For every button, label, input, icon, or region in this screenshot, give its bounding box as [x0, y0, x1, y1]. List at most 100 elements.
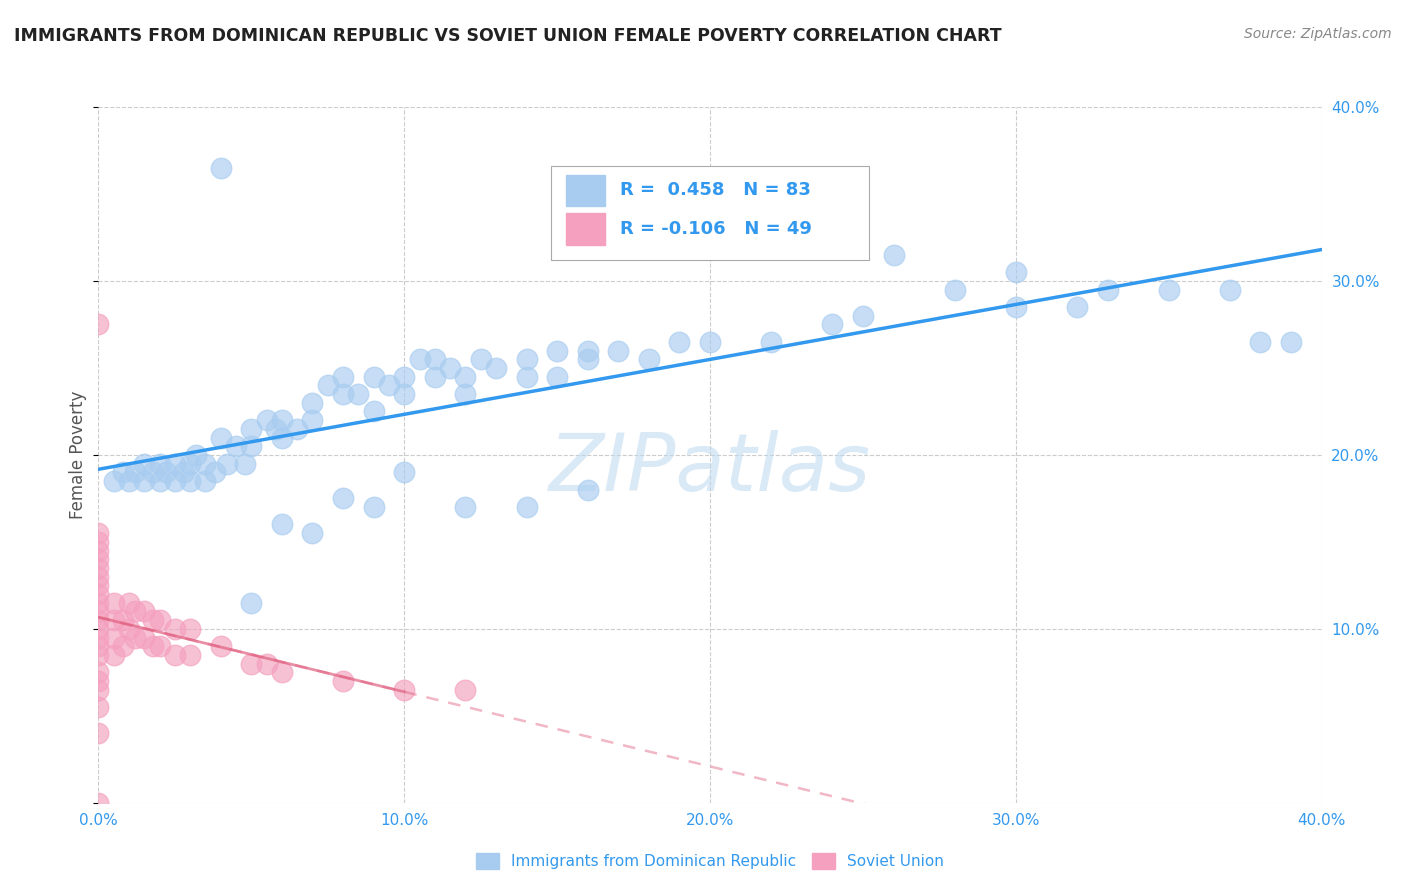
Text: ZIPatlas: ZIPatlas: [548, 430, 872, 508]
Point: [163, 457, 186, 471]
Point: [87, 543, 110, 558]
Point: [173, 466, 195, 480]
Point: [194, 474, 217, 488]
Point: [87, 674, 110, 689]
Point: [87, 526, 110, 541]
Point: [821, 318, 844, 332]
Legend: Immigrants from Dominican Republic, Soviet Union: Immigrants from Dominican Republic, Sovi…: [470, 847, 950, 875]
Point: [149, 639, 172, 653]
Point: [516, 500, 538, 514]
Point: [759, 239, 782, 253]
Point: [134, 457, 156, 471]
Point: [87, 631, 110, 645]
Point: [454, 682, 477, 697]
Point: [332, 491, 354, 506]
Point: [134, 631, 156, 645]
Point: [852, 309, 875, 323]
Point: [285, 422, 308, 436]
Point: [87, 318, 110, 332]
Point: [256, 413, 278, 427]
Point: [332, 387, 354, 401]
Point: [270, 517, 292, 532]
Bar: [565, 175, 605, 206]
Point: [149, 613, 172, 627]
Text: IMMIGRANTS FROM DOMINICAN REPUBLIC VS SOVIET UNION FEMALE POVERTY CORRELATION CH: IMMIGRANTS FROM DOMINICAN REPUBLIC VS SO…: [14, 27, 1001, 45]
Point: [363, 500, 385, 514]
Point: [264, 422, 287, 436]
Point: [576, 483, 599, 497]
Point: [87, 534, 110, 549]
Point: [423, 369, 446, 384]
Point: [378, 378, 401, 392]
Point: [576, 343, 599, 358]
Text: R = -0.106   N = 49: R = -0.106 N = 49: [620, 220, 811, 238]
Point: [883, 248, 905, 262]
Point: [215, 457, 238, 471]
Point: [392, 369, 416, 384]
Point: [87, 552, 110, 566]
Point: [118, 596, 141, 610]
Point: [87, 648, 110, 662]
FancyBboxPatch shape: [551, 166, 869, 260]
Point: [87, 700, 110, 714]
Point: [392, 682, 416, 697]
Point: [759, 334, 782, 349]
Point: [87, 665, 110, 680]
Point: [240, 596, 263, 610]
Point: [408, 352, 430, 367]
Point: [209, 639, 232, 653]
Point: [103, 631, 125, 645]
Point: [454, 387, 477, 401]
Point: [699, 334, 721, 349]
Point: [240, 657, 263, 671]
Point: [332, 674, 354, 689]
Point: [111, 613, 134, 627]
Point: [155, 466, 177, 480]
Point: [142, 466, 165, 480]
Point: [301, 396, 323, 410]
Point: [194, 457, 217, 471]
Point: [204, 466, 226, 480]
Point: [256, 657, 278, 671]
Point: [240, 439, 263, 453]
Point: [392, 466, 416, 480]
Point: [163, 474, 186, 488]
Point: [111, 639, 134, 653]
Point: [124, 605, 146, 619]
Point: [270, 431, 292, 445]
Point: [363, 404, 385, 418]
Point: [111, 466, 134, 480]
Bar: [565, 213, 605, 244]
Point: [103, 648, 125, 662]
Point: [124, 466, 146, 480]
Point: [1219, 283, 1241, 297]
Text: Source: ZipAtlas.com: Source: ZipAtlas.com: [1244, 27, 1392, 41]
Point: [576, 352, 599, 367]
Point: [87, 570, 110, 584]
Point: [943, 283, 966, 297]
Point: [1004, 265, 1026, 279]
Point: [270, 413, 292, 427]
Point: [149, 474, 172, 488]
Point: [546, 343, 568, 358]
Point: [240, 422, 263, 436]
Point: [1066, 300, 1088, 314]
Point: [1249, 334, 1271, 349]
Point: [347, 387, 370, 401]
Point: [134, 605, 156, 619]
Point: [87, 613, 110, 627]
Point: [233, 457, 256, 471]
Point: [118, 622, 141, 636]
Point: [124, 631, 146, 645]
Point: [87, 639, 110, 653]
Point: [163, 622, 186, 636]
Point: [1097, 283, 1119, 297]
Point: [316, 378, 339, 392]
Point: [103, 613, 125, 627]
Point: [142, 613, 165, 627]
Point: [607, 343, 630, 358]
Point: [87, 726, 110, 740]
Point: [134, 474, 156, 488]
Point: [87, 587, 110, 601]
Point: [225, 439, 247, 453]
